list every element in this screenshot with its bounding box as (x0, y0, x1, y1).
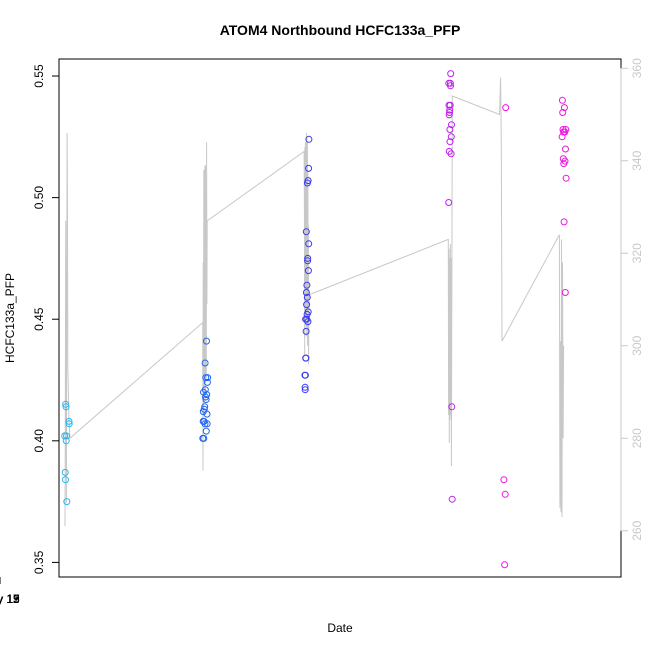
y-axis-label: HCFC133a_PFP (3, 273, 17, 363)
data-point (62, 437, 70, 445)
background-line-layer (64, 77, 565, 527)
x-tick-label: May 11 (0, 592, 20, 606)
data-point (446, 79, 454, 87)
data-point (202, 396, 210, 403)
data-point (502, 104, 510, 112)
data-point (63, 498, 71, 506)
plot-frame (58, 58, 622, 578)
y2-tick-label: 280 (630, 428, 644, 448)
data-point (562, 174, 570, 182)
data-point (304, 267, 312, 275)
data-point (305, 164, 313, 172)
data-point (447, 82, 454, 90)
y2-tick-label: 320 (630, 243, 644, 263)
data-point (447, 150, 455, 158)
data-point (446, 138, 454, 146)
y-tick-label: 0.40 (32, 429, 46, 453)
data-point (500, 476, 508, 484)
data-point (62, 476, 69, 484)
data-point (445, 199, 453, 206)
data-point (61, 468, 69, 476)
x-axis: May 11May 13May 15May 17May 19 (0, 577, 20, 606)
x-tick-label: May 19 (0, 592, 20, 606)
data-point (305, 135, 313, 143)
y-tick-label: 0.35 (32, 550, 46, 574)
y-axis: 0.35 0.40 0.45 0.50 0.55 (32, 64, 60, 574)
data-point (62, 400, 70, 408)
data-point (304, 257, 312, 265)
data-point (304, 318, 312, 326)
data-point (561, 157, 569, 165)
data-point (445, 111, 453, 119)
y2-tick-label: 360 (630, 58, 644, 78)
data-point (201, 386, 209, 394)
data-point (303, 301, 311, 309)
data-point (447, 133, 455, 141)
data-point (301, 383, 309, 391)
data-point (301, 386, 309, 394)
data-point (203, 410, 211, 418)
x-tick-label: May 15 (0, 592, 20, 606)
data-point (446, 109, 453, 116)
data-point (560, 104, 568, 112)
data-point (562, 145, 569, 153)
x-axis-label: Date (327, 621, 353, 635)
data-point (201, 420, 209, 428)
data-point (302, 354, 310, 362)
x-tick-label: May 13 (0, 592, 20, 606)
data-point (560, 218, 568, 226)
data-point (303, 281, 311, 289)
x-tick-label: May 17 (0, 592, 20, 606)
data-point (201, 403, 209, 411)
y2-tick-label: 340 (630, 150, 644, 170)
y-tick-label: 0.50 (32, 186, 46, 210)
data-point (501, 561, 509, 569)
data-point (304, 308, 312, 316)
data-point (448, 495, 456, 503)
data-point (448, 403, 456, 411)
points-layer (61, 70, 570, 569)
data-point (201, 359, 209, 367)
series-line (64, 77, 565, 527)
data-point (561, 289, 569, 296)
data-point (446, 101, 454, 109)
y-tick-label: 0.45 (32, 307, 46, 331)
data-point (448, 121, 455, 129)
data-point (304, 177, 312, 185)
data-point (63, 432, 70, 440)
data-point (446, 126, 454, 133)
chart-title: ATOM4 Northbound HCFC133a_PFP (220, 22, 461, 38)
data-point (305, 240, 313, 248)
data-point (558, 96, 566, 104)
data-point (203, 337, 210, 345)
data-point (203, 391, 211, 399)
data-point (559, 109, 567, 116)
data-point (447, 70, 455, 78)
y2-axis: 260 280 300 320 340 360 (620, 58, 644, 541)
data-point (304, 254, 312, 262)
data-point (202, 427, 210, 435)
y2-tick-label: 260 (630, 520, 644, 540)
y2-tick-label: 300 (630, 335, 644, 355)
data-point (562, 126, 570, 133)
data-point (446, 106, 454, 114)
data-point (501, 490, 509, 498)
data-point (203, 420, 211, 428)
data-point (62, 403, 70, 411)
data-point (302, 327, 310, 335)
data-point (204, 374, 212, 382)
data-point (65, 417, 73, 425)
data-point (203, 378, 211, 386)
y-tick-label: 0.55 (32, 64, 46, 88)
data-point (303, 293, 311, 301)
data-point (302, 228, 310, 236)
data-point (301, 371, 309, 379)
data-point (302, 289, 310, 296)
data-point (65, 420, 73, 428)
data-point (200, 434, 208, 442)
